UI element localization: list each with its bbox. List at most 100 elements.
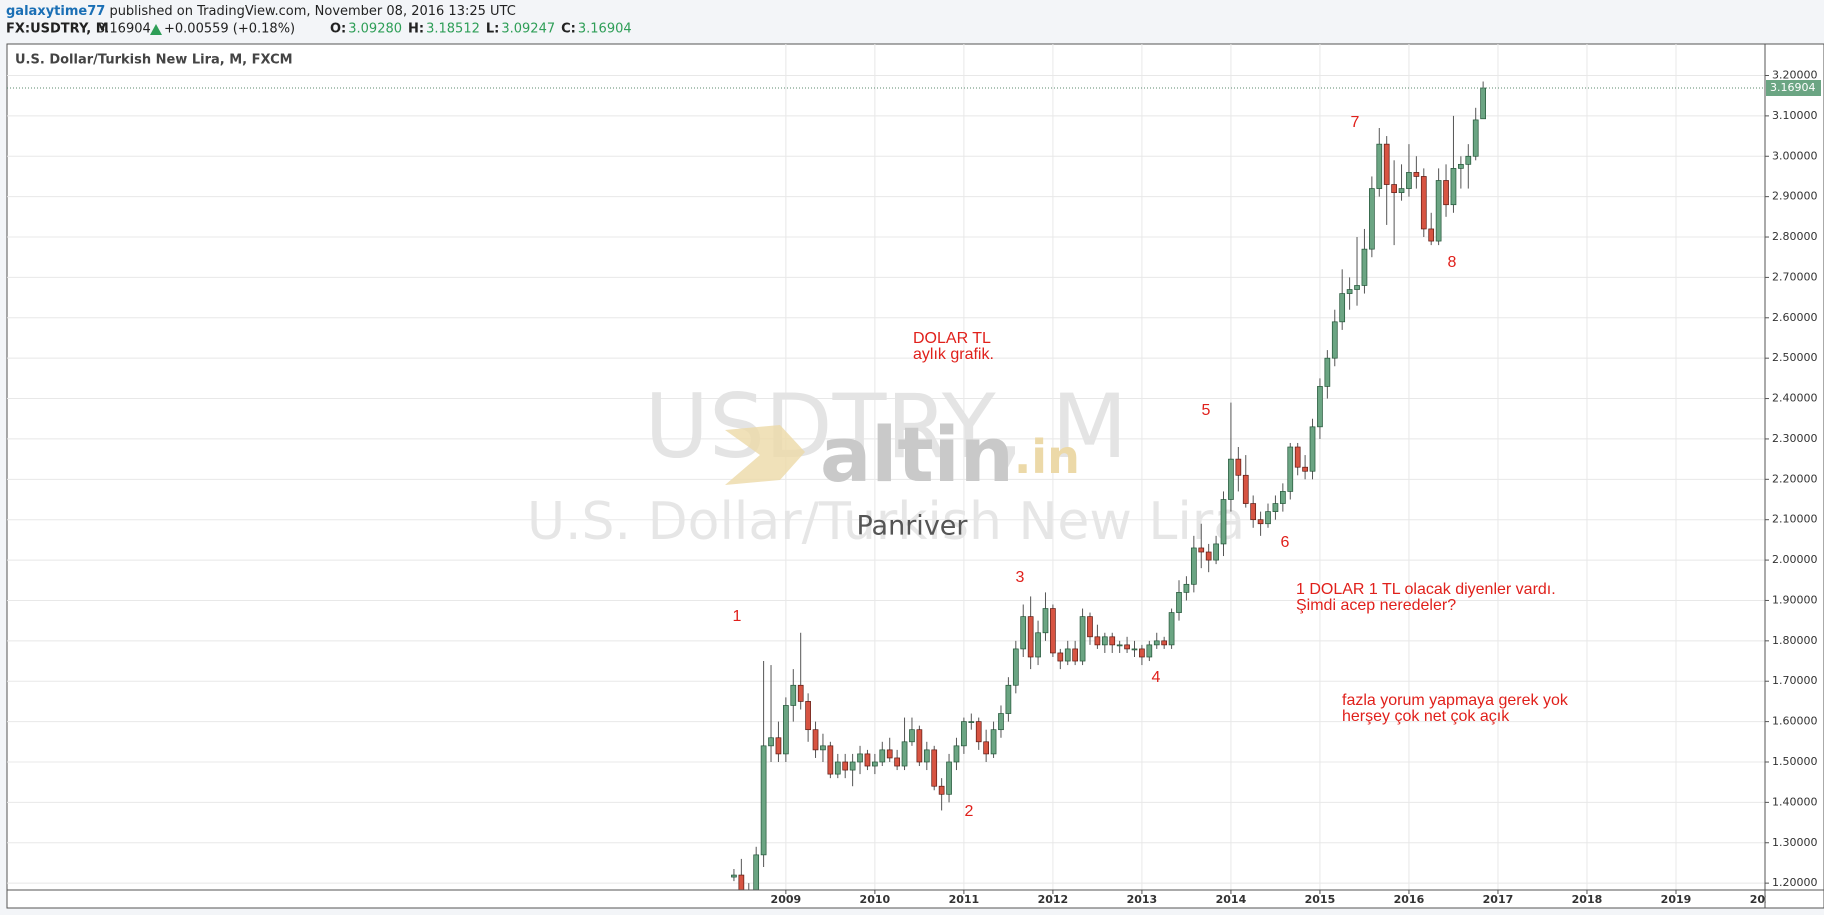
logo-icon	[725, 425, 805, 485]
annotation: 5	[1202, 402, 1211, 419]
y-tick-label: 2.20000	[1772, 472, 1818, 485]
candle-body	[1198, 547, 1205, 553]
candle-body	[1272, 503, 1279, 512]
candle-body	[983, 741, 989, 755]
ohlc-value: 3.16904	[578, 22, 632, 37]
y-tick-label: 1.20000	[1772, 876, 1818, 889]
candle-body	[1057, 652, 1064, 662]
published: published on TradingView.com, November 0…	[109, 4, 515, 19]
candle-body	[1465, 155, 1472, 165]
candle-body	[901, 741, 908, 767]
logo-text: altin.in	[820, 410, 1080, 499]
x-tick-label: 2009	[771, 893, 802, 906]
candle-body	[1435, 180, 1442, 242]
y-tick-label: 2.00000	[1772, 553, 1818, 566]
annotation: fazla yorum yapmaya gerek yok	[1342, 692, 1569, 709]
candle-body	[961, 721, 967, 747]
header-line: galaxytime77 published on TradingView.co…	[6, 4, 516, 19]
candle-body	[1131, 648, 1138, 651]
annotation: 6	[1281, 534, 1290, 551]
candle-body	[834, 761, 841, 775]
candle-body	[1391, 184, 1397, 193]
candle-body	[1213, 543, 1219, 561]
candle-body	[1383, 143, 1390, 185]
candle-body	[916, 729, 923, 763]
candle-body	[820, 745, 826, 751]
candle-body	[827, 745, 834, 775]
x-tick-label: 2012	[1038, 893, 1069, 906]
candle-body	[753, 854, 760, 890]
candle-body	[923, 749, 930, 763]
candle-body	[1361, 248, 1368, 286]
candle-body	[1317, 386, 1323, 428]
candle-body	[797, 684, 804, 702]
annotation: 4	[1152, 669, 1161, 686]
price-axis-panel	[1766, 891, 1823, 907]
candle-body	[1398, 188, 1405, 193]
annotation: DOLAR TL	[913, 330, 991, 347]
candle-body	[1406, 172, 1412, 189]
candle-body	[775, 737, 782, 755]
candle-body	[1094, 636, 1101, 646]
y-tick-label: 1.50000	[1772, 755, 1818, 768]
candle-body	[842, 761, 849, 771]
candle-body	[1324, 357, 1331, 387]
candle-body	[1480, 87, 1486, 120]
candle-body	[857, 753, 863, 763]
candle-body	[1339, 293, 1346, 323]
candle-body	[938, 785, 945, 795]
candle-body	[1116, 644, 1123, 647]
y-tick-label: 2.40000	[1772, 392, 1818, 405]
candle-body	[1331, 321, 1338, 359]
ohlc-key: O:	[330, 22, 346, 37]
y-tick-label: 1.30000	[1772, 836, 1818, 849]
y-tick-label: 2.80000	[1772, 230, 1818, 243]
candle-body	[990, 729, 997, 755]
candle-body	[864, 753, 871, 767]
price: 3.16904	[97, 22, 151, 37]
annotation: 2	[965, 803, 974, 820]
candle-body	[1265, 511, 1271, 525]
candle-body	[1139, 648, 1145, 658]
y-tick-label: 2.30000	[1772, 432, 1818, 445]
candle-body	[1020, 616, 1027, 650]
candle-body	[1042, 608, 1049, 634]
candle-body	[812, 729, 819, 751]
candle-body	[1183, 583, 1190, 593]
author[interactable]: galaxytime77	[6, 4, 105, 19]
candle-body	[1369, 188, 1375, 250]
y-tick-label: 2.70000	[1772, 270, 1818, 283]
candle-body	[946, 761, 952, 795]
candle-body	[1443, 180, 1449, 206]
y-tick-label: 2.60000	[1772, 311, 1818, 324]
candle-body	[783, 705, 789, 755]
ohlc-value: 3.18512	[426, 22, 480, 37]
watermark-name: U.S. Dollar/Turkish New Lira	[527, 492, 1245, 552]
annotation: Şimdi acep neredeler?	[1296, 597, 1456, 614]
annotation: 8	[1448, 254, 1457, 271]
annotation: 1	[733, 608, 742, 625]
candle-body	[1035, 632, 1041, 658]
candle-body	[768, 737, 774, 747]
candle-body	[1079, 616, 1086, 662]
ohlc-key: L:	[486, 22, 499, 37]
watermark-symbol: USDTRY, M	[645, 375, 1128, 478]
candle-body	[805, 701, 811, 731]
y-tick-label: 3.10000	[1772, 109, 1818, 122]
y-tick-label: 2.10000	[1772, 513, 1818, 526]
ohlc-key: C:	[561, 22, 576, 37]
candle-body	[1050, 608, 1056, 654]
y-tick-label: 1.70000	[1772, 674, 1818, 687]
candle-body	[1176, 592, 1182, 613]
y-tick-label: 1.90000	[1772, 593, 1818, 606]
candle-body	[1012, 648, 1019, 686]
axes: 1.20000 1.30000 1.40000 1.50000 1.60000 1.700…	[771, 68, 1823, 907]
candle-body	[1072, 648, 1079, 662]
candle-body	[1235, 458, 1242, 476]
candle-body	[738, 874, 745, 890]
x-tick-label: 2011	[949, 893, 980, 906]
candle-body	[731, 874, 737, 878]
y-tick-label: 1.40000	[1772, 795, 1818, 808]
x-tick-label: 2014	[1216, 893, 1247, 906]
candle-body	[1354, 285, 1360, 290]
